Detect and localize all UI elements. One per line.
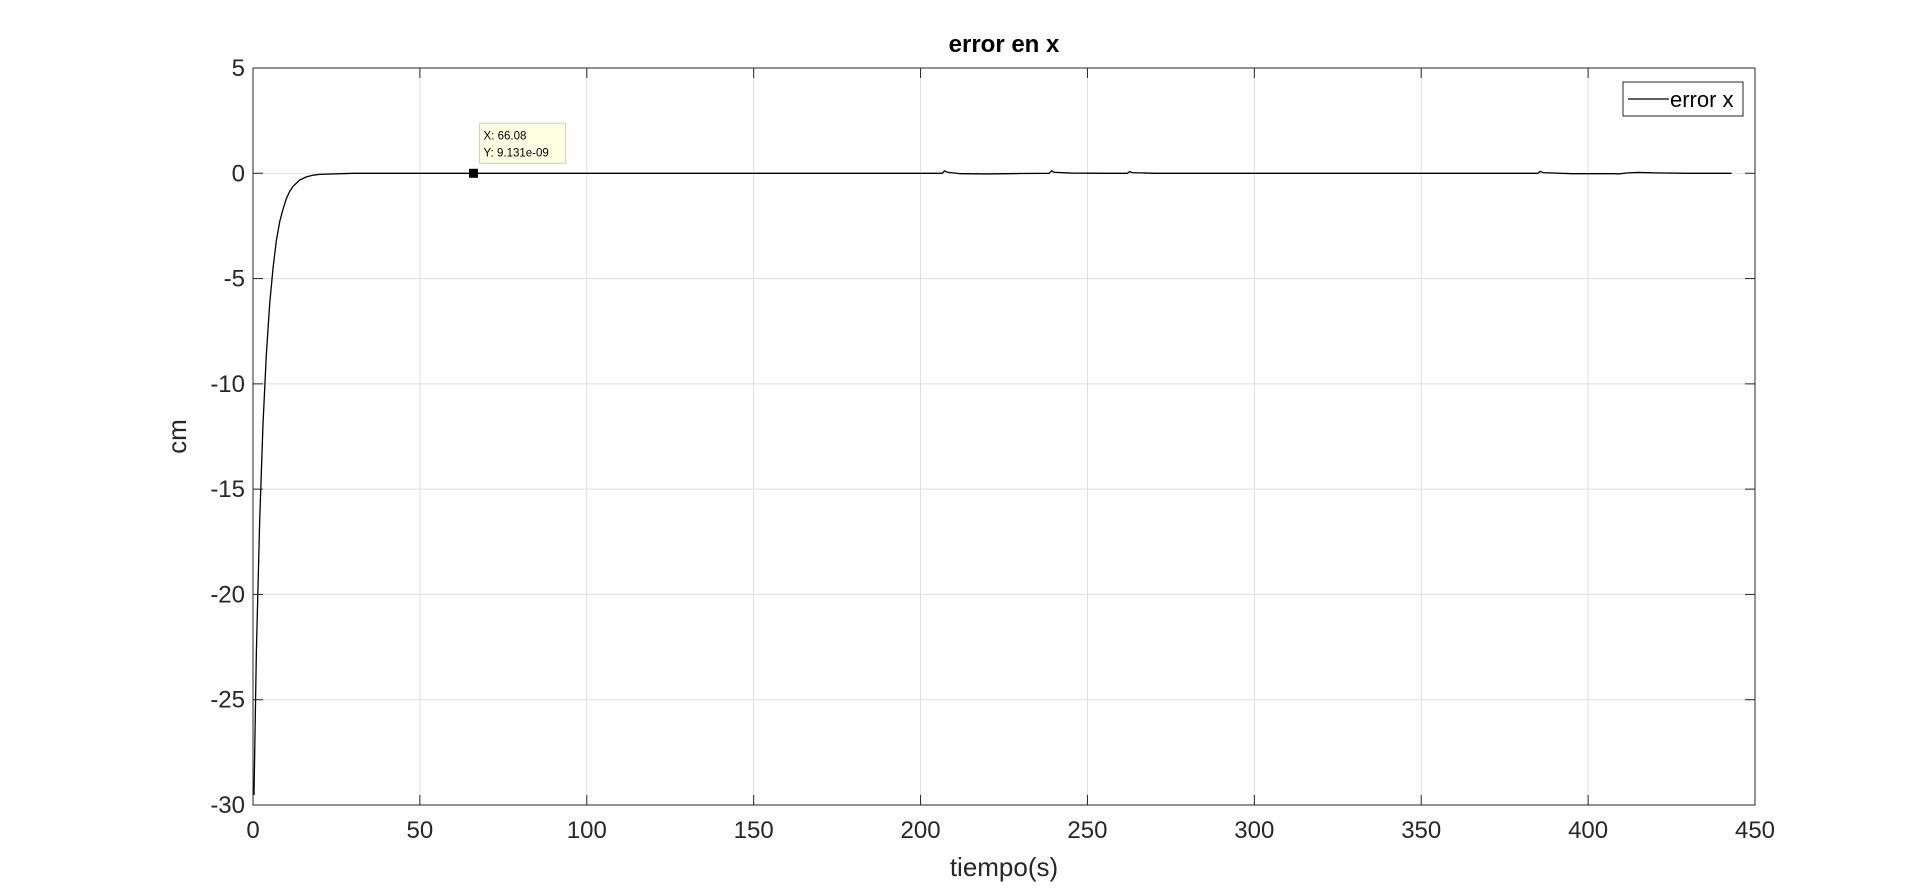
legend-box <box>1622 81 1744 117</box>
datatip-y-text: Y: 9.131e-09 <box>484 147 549 159</box>
x-tick-label: 50 <box>407 817 434 844</box>
datatip[interactable]: X: 66.08 Y: 9.131e-09 <box>469 122 567 178</box>
chart-title: error en x <box>949 31 1060 58</box>
datatip-x-text: X: 66.08 <box>484 130 527 142</box>
y-tick-label: 0 <box>232 160 245 187</box>
x-tick-label: 0 <box>246 817 259 844</box>
x-tick-label: 300 <box>1234 817 1274 844</box>
axis-ticks: 0 50 100 150 200 250 300 350 400 450-30-25-20-15-… <box>210 55 1775 844</box>
axes-box <box>252 67 1756 806</box>
y-tick-label: -15 <box>210 476 245 503</box>
x-tick-label: 450 <box>1735 817 1775 844</box>
x-tick-label: 400 <box>1568 817 1608 844</box>
y-tick-label: -20 <box>210 581 245 608</box>
x-tick-label: 200 <box>901 817 941 844</box>
x-tick-label: 250 <box>1067 817 1107 844</box>
y-tick-label: -10 <box>210 371 245 398</box>
datatip-marker[interactable] <box>469 168 479 178</box>
y-tick-label: 5 <box>232 55 245 82</box>
y-tick-label: -5 <box>224 266 245 293</box>
legend[interactable]: error x <box>1622 81 1744 117</box>
x-tick-label: 150 <box>734 817 774 844</box>
legend-label: error x <box>1670 87 1734 112</box>
datatip-box <box>479 122 567 164</box>
x-tick-label: 100 <box>567 817 607 844</box>
y-axis-label: cm <box>162 419 192 454</box>
y-tick-label: -25 <box>210 687 245 714</box>
y-tick-label: -30 <box>210 792 245 819</box>
series-layer <box>252 170 1732 796</box>
x-tick-label: 350 <box>1401 817 1441 844</box>
series-line-error-x <box>252 170 1732 796</box>
x-axis-label: tiempo(s) <box>950 852 1058 882</box>
